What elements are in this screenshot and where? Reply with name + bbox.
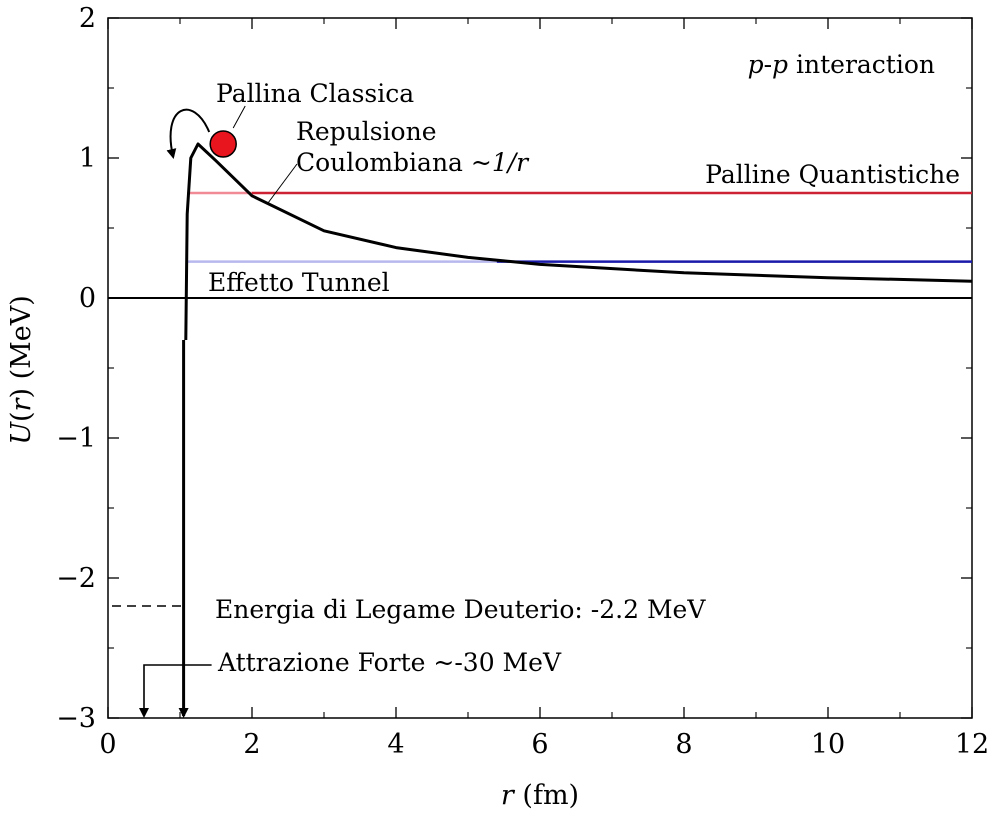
classical-ball-label: Pallina Classica [216, 79, 414, 108]
coulomb-label-formula: ~1/r [471, 148, 530, 177]
y-axis-close: ) [6, 388, 37, 399]
x-tick-label: 6 [531, 729, 548, 760]
strong-attraction-arrow [139, 664, 212, 718]
y-axis-open: ( [6, 411, 37, 422]
strong-attraction-label: Attrazione Forte ~-30 MeV [217, 648, 562, 677]
y-tick-label: −3 [56, 703, 96, 734]
y-axis-var: U [6, 421, 37, 445]
y-tick-label: −2 [56, 563, 96, 594]
classical-ball-leader [232, 105, 246, 129]
x-tick-label: 12 [955, 729, 988, 760]
title-dash: - [764, 50, 772, 79]
x-tick-label: 4 [387, 729, 404, 760]
y-axis-unit: (MeV) [6, 295, 37, 388]
title-p2: p [772, 50, 788, 79]
coulomb-label-line1: Repulsione [296, 117, 437, 146]
classical-ball-bounce-arrow [166, 108, 211, 159]
y-tick-label: 1 [79, 143, 96, 174]
x-tick-label: 10 [811, 729, 845, 760]
chart-title: p-p interaction [748, 50, 935, 79]
x-axis-var: r [501, 780, 516, 811]
x-axis-unit: (fm) [514, 780, 579, 811]
potential-curve [184, 142, 973, 341]
title-rest: interaction [788, 50, 935, 79]
x-axis-title: r (fm) [501, 780, 579, 811]
title-p1: p [748, 50, 764, 79]
coulomb-leader [267, 163, 298, 204]
x-tick-label: 2 [243, 729, 260, 760]
data-layer [108, 105, 973, 718]
deuteron-binding-label: Energia di Legame Deuterio: -2.2 MeV [215, 595, 706, 624]
x-tick-label: 8 [675, 729, 692, 760]
quantum-balls-label: Palline Quantistiche [705, 160, 960, 189]
y-tick-label: 2 [79, 3, 96, 34]
classical-ball [209, 130, 237, 158]
x-tick-label: 0 [99, 729, 116, 760]
y-tick-label: −1 [56, 423, 96, 454]
y-tick-label: 0 [79, 283, 96, 314]
coulomb-label-prefix: Coulombiana [296, 148, 471, 177]
tunnel-effect-label: Effetto Tunnel [208, 268, 390, 297]
y-axis-arg: r [6, 396, 37, 411]
y-axis-title: U(r) (MeV) [6, 295, 37, 445]
coulomb-label-line2: Coulombiana ~1/r [296, 148, 530, 177]
